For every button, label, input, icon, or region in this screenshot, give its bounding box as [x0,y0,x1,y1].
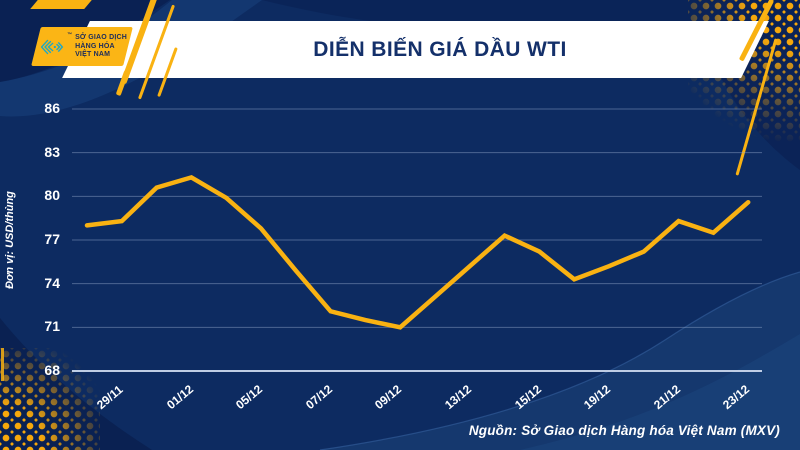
logo-text-line2: HÀNG HÓA [75,42,115,50]
mxv-logo: ™ SỞ GIAO DỊCH HÀNG HÓA VIỆT NAM [41,30,127,64]
y-tick-label: 83 [44,143,60,160]
y-tick-label: 68 [44,362,60,378]
mxv-chevron-logo-icon [41,39,64,55]
source-note: Nguồn: Sở Giao dịch Hàng hóa Việt Nam (M… [468,423,780,438]
y-tick-label: 80 [44,187,60,204]
logo-text-line3: VIỆT NAM [75,51,111,59]
trademark-symbol: ™ [67,32,73,38]
y-tick-label: 74 [44,274,60,291]
left-edge-accent-bar [1,348,4,381]
mxv-logo-text: SỞ GIAO DỊCH HÀNG HÓA VIỆT NAM [75,34,127,60]
y-tick-label: 71 [44,318,60,335]
y-tick-label: 86 [44,100,60,116]
chart-title: DIỄN BIẾN GIÁ DẦU WTI [313,38,567,61]
y-tick-label: 77 [44,231,60,247]
logo-text-line1: SỞ GIAO DỊCH [75,33,127,41]
top-left-accent-strip [30,0,92,9]
y-axis-title: Đơn vị: USD/thùng [4,191,16,289]
